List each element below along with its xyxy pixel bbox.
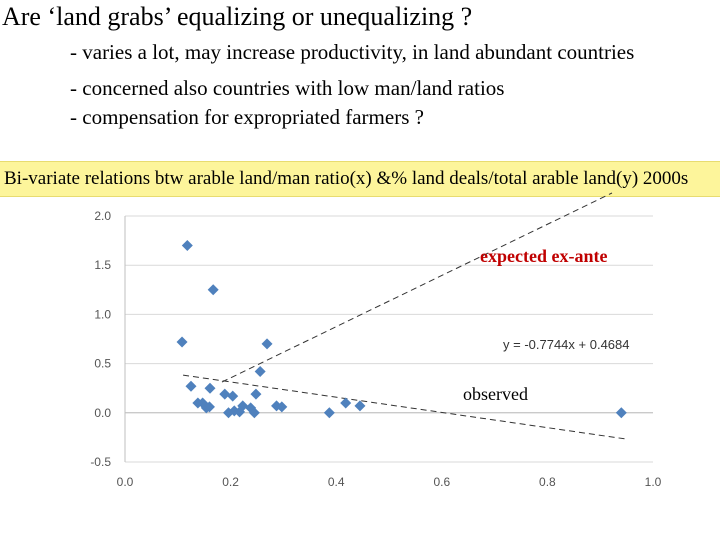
expected-ex-ante-line bbox=[221, 192, 613, 383]
data-point bbox=[181, 240, 193, 252]
data-point bbox=[207, 284, 219, 296]
chart-caption-banner: Bi-variate relations btw arable land/man… bbox=[0, 161, 720, 197]
data-point bbox=[203, 401, 215, 413]
observed-label: observed bbox=[463, 384, 528, 404]
chart-tick-labels: 2.0 1.5 1.0 0.5 0.0 -0.5 0.0 0.2 0.4 0.6 0.8 1.0 bbox=[90, 209, 661, 489]
data-point bbox=[323, 407, 335, 419]
y-tick-label: -0.5 bbox=[90, 455, 111, 469]
x-tick-label: 0.2 bbox=[222, 475, 239, 489]
x-tick-label: 0.6 bbox=[433, 475, 450, 489]
y-tick-label: 0.0 bbox=[94, 406, 111, 420]
x-tick-label: 0.8 bbox=[539, 475, 556, 489]
bullet-low-ratios: - concerned also countries with low man/… bbox=[70, 76, 505, 100]
data-point bbox=[185, 380, 197, 392]
data-point bbox=[354, 400, 366, 412]
slide-title: Are ‘land grabs’ equalizing or unequaliz… bbox=[2, 2, 473, 31]
y-tick-label: 1.0 bbox=[94, 307, 111, 321]
data-point bbox=[234, 406, 246, 418]
y-tick-label: 2.0 bbox=[94, 209, 111, 223]
chart-caption-text: Bi-variate relations btw arable land/man… bbox=[4, 168, 689, 189]
data-point bbox=[261, 338, 273, 350]
bullet-compensation: - compensation for expropriated farmers … bbox=[70, 105, 424, 129]
x-tick-label: 0.0 bbox=[117, 475, 134, 489]
trendline-equation: y = -0.7744x + 0.4684 bbox=[503, 337, 629, 352]
data-point bbox=[248, 407, 260, 419]
data-point bbox=[615, 407, 627, 419]
data-point bbox=[276, 401, 288, 413]
chart-points bbox=[176, 240, 627, 419]
bullet-productivity: - varies a lot, may increase productivit… bbox=[70, 40, 635, 64]
expected-ex-ante-label: expected ex-ante bbox=[480, 246, 608, 266]
data-point bbox=[176, 336, 188, 348]
data-point bbox=[250, 388, 262, 400]
data-point bbox=[227, 390, 239, 402]
chart-lines bbox=[183, 192, 627, 440]
data-point bbox=[219, 388, 231, 400]
x-tick-label: 1.0 bbox=[645, 475, 662, 489]
x-tick-label: 0.4 bbox=[328, 475, 345, 489]
data-point bbox=[192, 397, 204, 409]
trendline bbox=[183, 374, 627, 440]
data-point bbox=[340, 397, 352, 409]
y-tick-label: 1.5 bbox=[94, 258, 111, 272]
data-point bbox=[204, 382, 216, 394]
y-tick-label: 0.5 bbox=[94, 357, 111, 371]
data-point bbox=[254, 365, 266, 377]
